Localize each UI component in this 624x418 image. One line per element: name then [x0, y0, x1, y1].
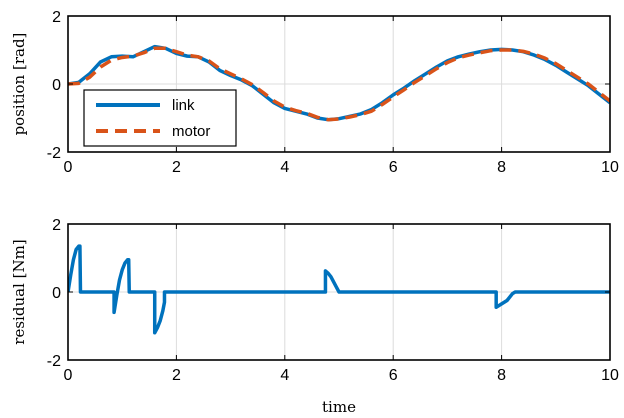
- position-xtick-label: 4: [280, 159, 289, 176]
- residual-xlabel: time: [322, 398, 356, 416]
- position-xtick-label: 6: [389, 159, 398, 176]
- residual-plot: 0 2 4 6 8 10-202 residual [Nm] time: [10, 217, 619, 416]
- residual-xtick-label: 10: [601, 367, 619, 384]
- position-ytick-label: 0: [52, 77, 61, 94]
- residual-series-0: [68, 244, 610, 335]
- position-xtick-label: 0: [64, 159, 73, 176]
- legend: link motor: [83, 89, 237, 147]
- legend-link-label: link: [172, 97, 195, 114]
- position-series-motor: [68, 46, 610, 122]
- residual-ytick-label: 0: [52, 285, 61, 302]
- residual-xtick-label: 4: [280, 367, 289, 384]
- residual-ylabel: residual [Nm]: [10, 239, 28, 344]
- legend-box: [83, 89, 237, 147]
- residual-xtick-label: 2: [172, 367, 181, 384]
- legend-motor-label: motor: [172, 123, 210, 140]
- position-plot: 0 2 4 6 8 10-202 position [rad] link motor: [10, 9, 619, 176]
- residual-ytick-label: -2: [47, 353, 61, 370]
- position-ytick-label: 2: [52, 9, 61, 26]
- residual-lines: [68, 244, 610, 335]
- position-lines: [68, 44, 610, 122]
- residual-xtick-label: 8: [497, 367, 506, 384]
- residual-ticks: 0 2 4 6 8 10-202: [47, 217, 619, 384]
- position-ylabel: position [rad]: [10, 33, 28, 136]
- residual-ytick-label: 2: [52, 217, 61, 234]
- residual-xtick-label: 6: [389, 367, 398, 384]
- position-xtick-label: 8: [497, 159, 506, 176]
- position-ticks: 0 2 4 6 8 10-202: [47, 9, 619, 176]
- residual-xtick-label: 0: [64, 367, 73, 384]
- position-xtick-label: 10: [601, 159, 619, 176]
- position-ytick-label: -2: [47, 145, 61, 162]
- position-xtick-label: 2: [172, 159, 181, 176]
